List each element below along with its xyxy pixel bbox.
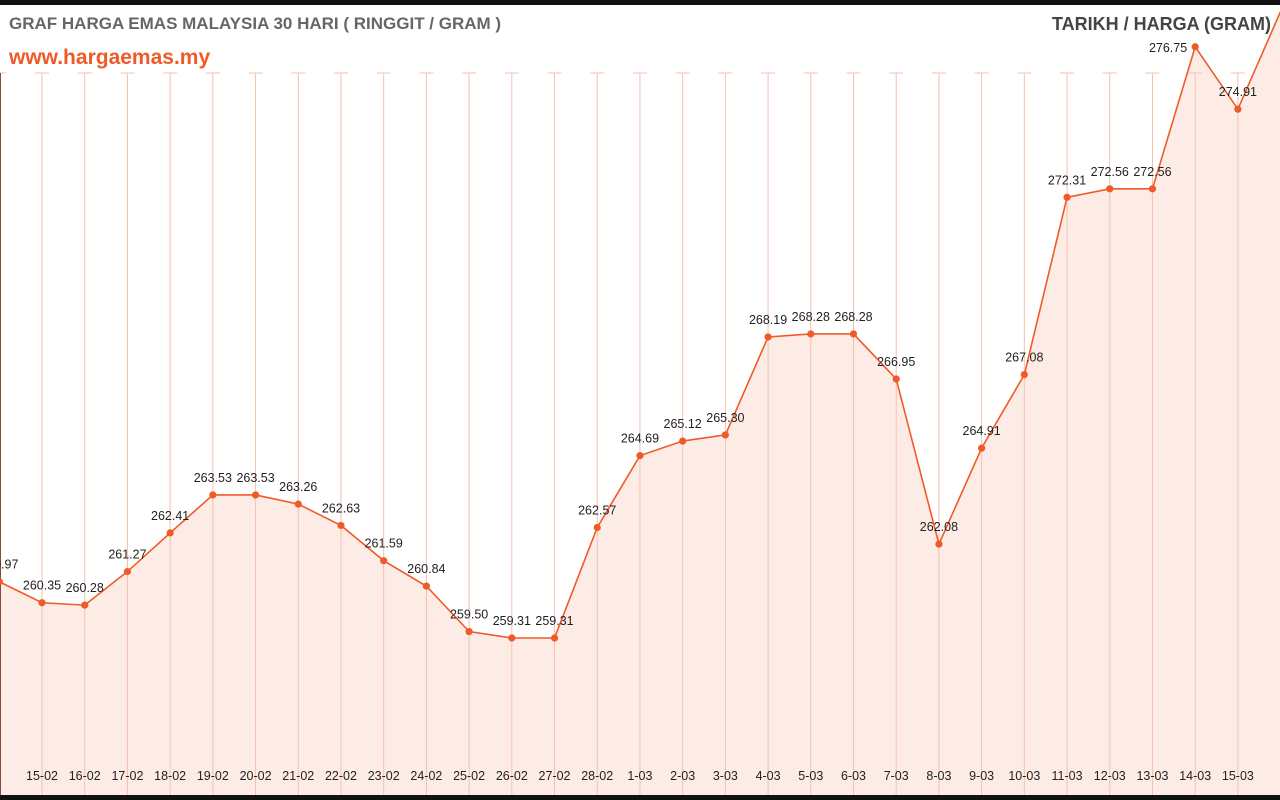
data-point	[1191, 43, 1199, 51]
data-point	[935, 540, 943, 548]
x-tick-label: 15-03	[1222, 769, 1254, 783]
data-label: 274.91	[1219, 85, 1257, 99]
x-tick-label: 20-02	[240, 769, 272, 783]
data-point	[764, 333, 772, 341]
data-label: 263.53	[194, 471, 232, 485]
data-point	[679, 437, 687, 445]
data-label: 263.53	[236, 471, 274, 485]
x-tick-label: 25-02	[453, 769, 485, 783]
data-label: 268.28	[792, 310, 830, 324]
data-point	[892, 375, 900, 383]
data-label: 267.08	[1005, 351, 1043, 365]
data-label: 261.59	[365, 537, 403, 551]
data-point	[337, 521, 345, 530]
x-tick-label: 27-02	[539, 769, 571, 783]
data-label: 265.12	[664, 417, 702, 431]
data-point	[1234, 105, 1242, 113]
data-point	[38, 599, 46, 607]
data-label: 264.69	[621, 432, 659, 446]
x-tick-label: 9-03	[969, 769, 994, 783]
data-point	[807, 330, 815, 338]
data-point	[849, 330, 858, 338]
x-tick-label: 5-03	[798, 769, 823, 783]
data-point	[465, 627, 473, 636]
x-tick-label: 18-02	[154, 769, 186, 783]
x-tick-label: 12-03	[1094, 769, 1126, 783]
data-label: 259.31	[535, 614, 573, 628]
x-tick-label: 14-03	[1179, 769, 1211, 783]
x-tick-label: 3-03	[713, 769, 738, 783]
data-point	[251, 491, 260, 499]
data-point	[380, 557, 388, 565]
x-tick-label: 17-02	[111, 769, 143, 783]
data-label: 272.56	[1091, 165, 1129, 179]
data-point	[422, 582, 430, 590]
data-label: 272.56	[1133, 165, 1171, 179]
data-label: 276.75	[1149, 41, 1187, 55]
data-label: 268.19	[749, 313, 787, 327]
x-tick-label: 22-02	[325, 769, 357, 783]
data-label: 259.50	[450, 608, 488, 622]
x-tick-label: 15-02	[26, 769, 58, 783]
data-label: 268.28	[834, 310, 872, 324]
x-tick-label: 6-03	[841, 769, 866, 783]
x-tick-label: 28-02	[581, 769, 613, 783]
x-tick-label: 1-03	[627, 769, 652, 783]
data-point	[978, 444, 986, 452]
x-tick-label: 11-03	[1052, 769, 1083, 783]
data-point	[1020, 370, 1028, 379]
data-label: 262.63	[322, 501, 360, 515]
bottom-border	[0, 795, 1280, 800]
data-label: 260.28	[66, 581, 104, 595]
chart-title: GRAF HARGA EMAS MALAYSIA 30 HARI ( RINGG…	[9, 14, 502, 33]
x-tick-label: 13-03	[1136, 769, 1168, 783]
x-tick-label: 19-02	[197, 769, 229, 783]
site-link[interactable]: www.hargaemas.my	[9, 46, 211, 69]
data-label: 265.30	[706, 411, 744, 425]
data-label: 261.27	[108, 548, 146, 562]
data-label: 264.91	[963, 424, 1001, 438]
data-point	[636, 452, 644, 460]
data-label: 260.97	[0, 558, 18, 572]
data-point	[721, 431, 729, 439]
x-tick-label: 8-03	[926, 769, 951, 783]
legend-label: TARIKH / HARGA (GRAM)	[1052, 14, 1271, 34]
data-point	[0, 578, 3, 586]
x-tick-label: 24-02	[410, 769, 442, 783]
data-point	[294, 500, 302, 508]
x-tick-label: 26-02	[496, 769, 528, 783]
data-point	[550, 634, 559, 642]
data-label: 266.95	[877, 355, 915, 369]
x-tick-label: 23-02	[368, 769, 400, 783]
x-tick-label: 4-03	[756, 769, 781, 783]
x-tick-label: 7-03	[884, 769, 909, 783]
data-label: 262.57	[578, 503, 616, 517]
data-point	[508, 634, 516, 642]
x-tick-label: 21-02	[282, 769, 314, 783]
data-label: 262.08	[920, 520, 958, 534]
x-tick-label: 2-03	[670, 769, 695, 783]
data-label: 272.31	[1048, 173, 1086, 187]
data-label: 263.26	[279, 480, 317, 494]
data-point	[1148, 185, 1157, 193]
x-tick-label: 16-02	[69, 769, 101, 783]
data-label: 262.41	[151, 509, 189, 523]
data-label: 260.84	[407, 562, 445, 576]
data-label: 259.31	[493, 614, 531, 628]
data-point	[593, 523, 601, 532]
top-border	[0, 0, 1280, 5]
data-point	[1106, 185, 1114, 193]
data-point	[1063, 193, 1071, 201]
data-point	[123, 567, 132, 576]
data-label: 260.35	[23, 579, 61, 593]
x-tick-label: 10-03	[1008, 769, 1040, 783]
data-point	[81, 601, 89, 609]
data-point	[209, 491, 217, 499]
data-point	[166, 529, 174, 537]
